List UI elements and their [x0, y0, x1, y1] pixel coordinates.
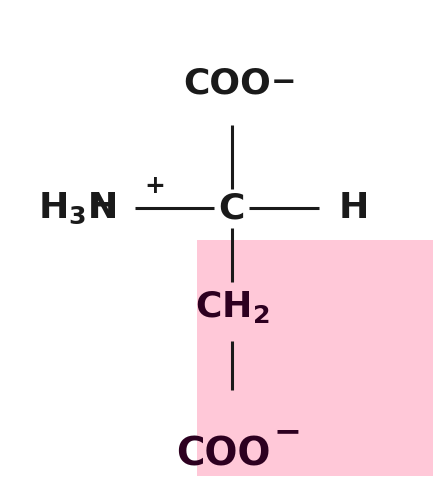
Text: $\mathregular{CH_2}$: $\mathregular{CH_2}$	[194, 288, 269, 324]
Text: H: H	[339, 191, 369, 225]
Text: $\mathregular{H_3N}$: $\mathregular{H_3N}$	[37, 190, 116, 226]
Text: +: +	[145, 174, 165, 198]
Text: −: −	[273, 416, 301, 448]
Text: COO: COO	[176, 435, 270, 473]
Bar	[197, 240, 433, 476]
Text: COO: COO	[183, 66, 271, 100]
Text: C: C	[219, 191, 245, 225]
Text: H: H	[87, 191, 118, 225]
Text: −: −	[271, 68, 297, 97]
